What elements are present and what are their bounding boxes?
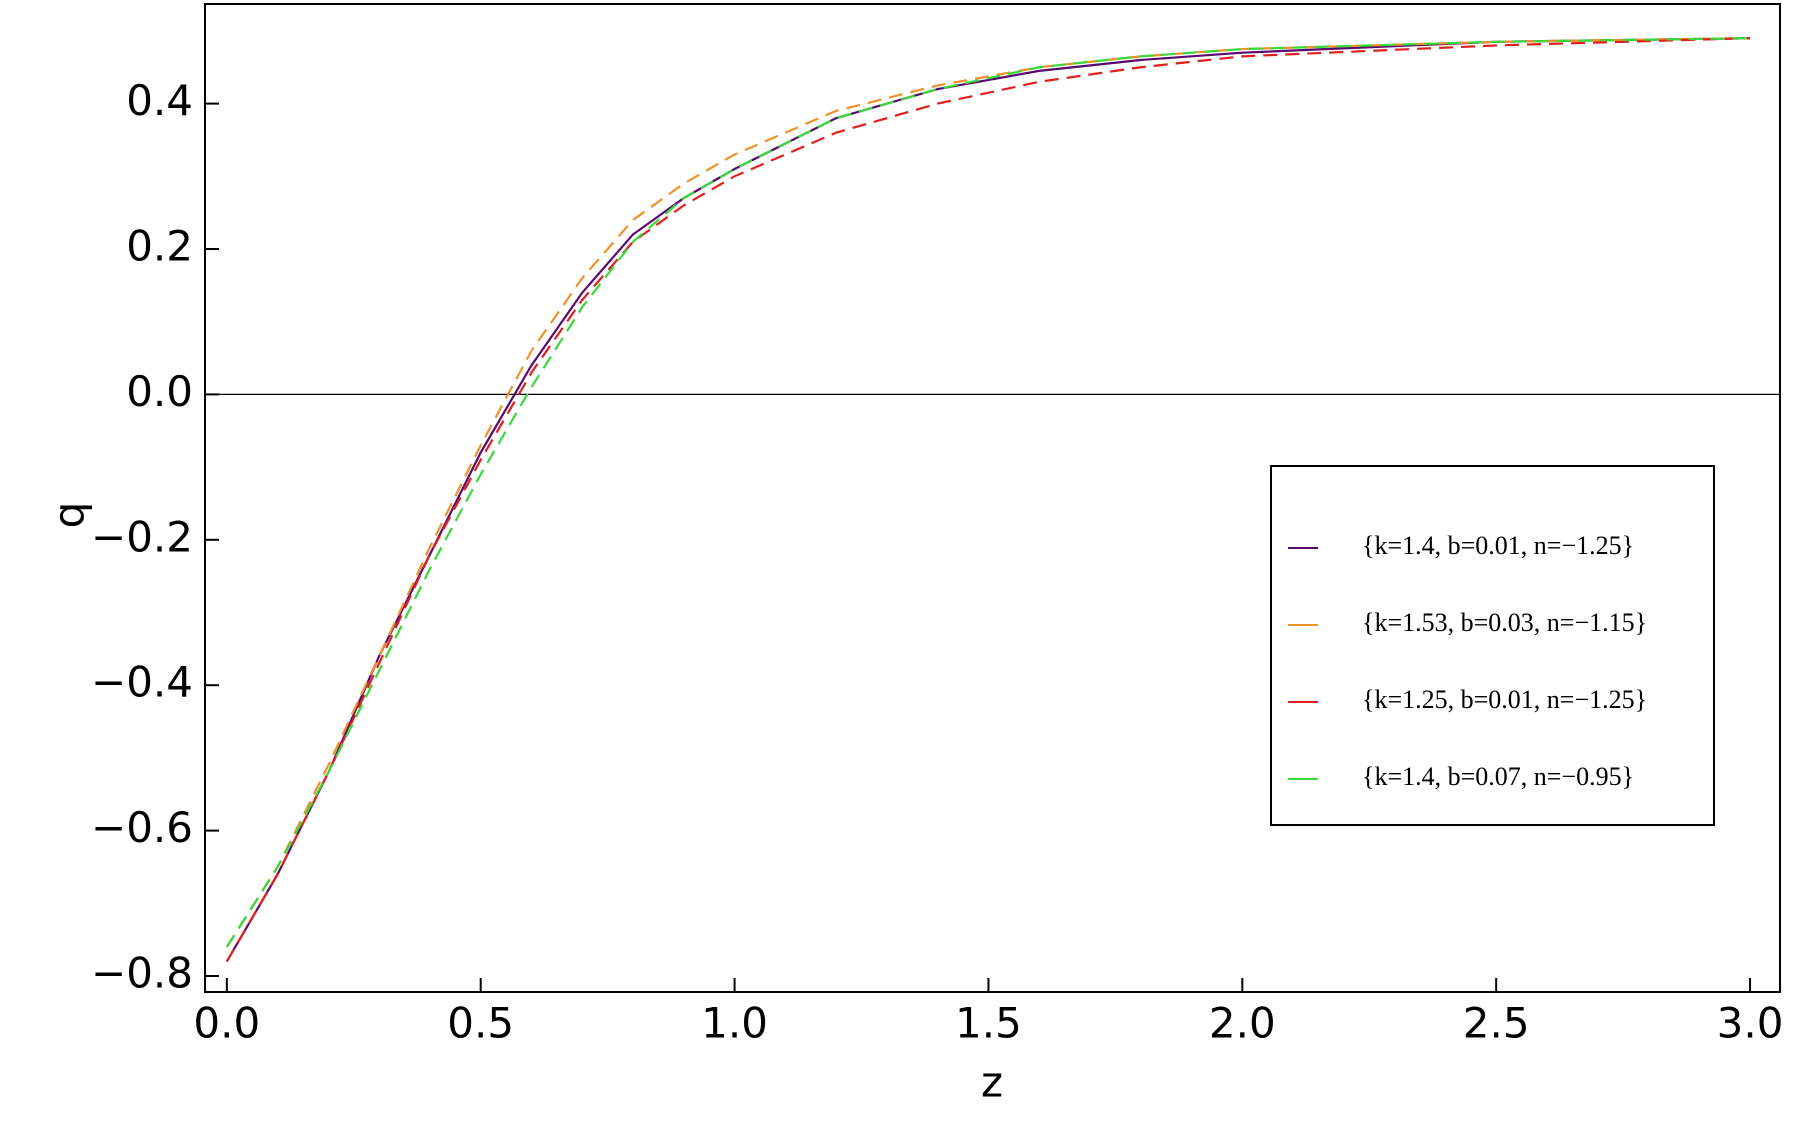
plot-frame (204, 3, 1781, 993)
series-line (225, 37, 1751, 948)
y-axis-label: q (45, 502, 94, 529)
x-tick-label: 2.0 (1209, 999, 1276, 1048)
legend-label: {k=1.4, b=0.01, n=−1.25} (1362, 531, 1634, 560)
legend-label: {k=1.53, b=0.03, n=−1.15} (1362, 608, 1647, 637)
y-tick-label: 0.4 (126, 76, 193, 125)
x-tick-label: 3.0 (1717, 999, 1784, 1048)
series-line (225, 37, 1751, 963)
y-tick-label: 0.2 (126, 222, 193, 271)
series-line (225, 37, 1751, 963)
y-tick-label: 0.0 (126, 367, 193, 416)
legend-label: {k=1.25, b=0.01, n=−1.25} (1362, 685, 1647, 714)
y-tick-label: −0.4 (91, 658, 193, 707)
x-tick-label: 1.0 (701, 999, 768, 1048)
y-tick-label: −0.6 (91, 803, 193, 852)
x-tick-label: 2.5 (1463, 999, 1530, 1048)
x-tick-label: 0.0 (193, 999, 260, 1048)
legend-label: {k=1.4, b=0.07, n=−0.95} (1362, 762, 1634, 791)
legend-box (1270, 465, 1715, 826)
y-tick-label: −0.8 (91, 949, 193, 998)
x-tick-label: 1.5 (955, 999, 1022, 1048)
series-line (225, 37, 1751, 948)
y-tick-label: −0.2 (91, 512, 193, 561)
x-axis-label: z (981, 1058, 1003, 1107)
x-tick-label: 0.5 (447, 999, 514, 1048)
